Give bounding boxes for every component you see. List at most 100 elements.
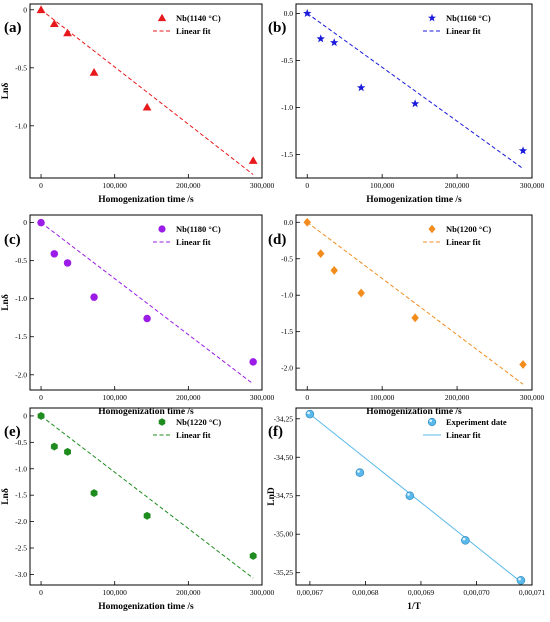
x-tick-label: 300,000 — [520, 393, 545, 402]
data-point — [355, 468, 365, 477]
y-tick-label: -34,25 — [274, 414, 294, 423]
legend-series-label: Nb(1140 °C) — [176, 13, 221, 23]
data-point — [50, 250, 59, 258]
data-point — [49, 19, 59, 28]
linear-fit-line — [309, 413, 522, 583]
panel-label: (a) — [4, 20, 22, 36]
y-tick-label: -34,50 — [274, 453, 294, 462]
legend-marker — [428, 224, 436, 234]
panel-b: 0 100,000 200,000 300,000 0.0 -0.5 -1.0 -1.5 Hom… — [268, 3, 545, 205]
y-tick-label: -2.0 — [15, 517, 27, 526]
x-tick-label: 300,000 — [520, 181, 545, 190]
plot-frame — [295, 407, 533, 586]
data-point — [316, 34, 325, 43]
y-axis-label: LnD — [267, 487, 277, 506]
panel-label: (d) — [268, 232, 286, 248]
legend-fit-label: Linear fit — [176, 26, 211, 36]
y-tick-label: -34,75 — [274, 491, 294, 500]
y-tick-label: -1.5 — [15, 332, 27, 341]
panel-f: 0,00,067 0,00,068 0,00,069 0,00,070 0,00,071… — [267, 407, 545, 612]
x-tick-label: 0,00,069 — [408, 588, 435, 597]
x-tick-label: 0 — [39, 181, 43, 190]
linear-fit-line — [40, 9, 254, 175]
x-axis-label: Homogenization time /s — [366, 195, 462, 205]
x-tick-label: 100,000 — [370, 181, 395, 190]
data-point — [303, 217, 311, 227]
legend-series-label: Nb(1200 °C) — [446, 224, 491, 234]
y-tick-label: -3.0 — [15, 570, 27, 579]
panel-e: 0 100,000 200,000 300,000 0 -0.5 -1.0 -1.5 -2.0 -… — [1, 407, 275, 612]
plot-frame — [295, 3, 533, 179]
x-tick-label: 0 — [39, 588, 43, 597]
y-tick-label: -1.5 — [15, 491, 27, 500]
data-point — [519, 360, 527, 369]
y-tick-label: -1.0 — [15, 464, 27, 473]
x-tick-label: 0 — [305, 181, 309, 190]
x-axis-label: Homogenization time /s — [98, 195, 194, 205]
y-tick-label: -0.5 — [15, 256, 27, 265]
y-tick-label: -1.0 — [281, 291, 293, 300]
data-point — [357, 288, 365, 298]
x-tick-label: 200,000 — [176, 393, 201, 402]
legend-marker — [157, 13, 167, 22]
y-tick-label: 0 — [23, 411, 27, 420]
linear-fit-line — [306, 221, 524, 385]
x-tick-label: 200,000 — [176, 588, 201, 597]
legend-fit-label: Linear fit — [176, 237, 211, 247]
legend-series-label: Nb(1180 °C) — [176, 224, 221, 234]
data-point — [37, 411, 45, 420]
panel-label: (e) — [4, 424, 21, 440]
data-point — [37, 218, 45, 227]
data-point — [249, 551, 257, 560]
y-axis-label: Lnδ — [1, 83, 11, 100]
plot-frame — [295, 214, 533, 391]
panel-a: 0 100,000 200,000 300,000 0 -0.5 -1.0 Homogeniz… — [1, 3, 274, 205]
data-point — [330, 266, 338, 275]
y-tick-label: -2.0 — [15, 370, 27, 379]
y-tick-label: -0.5 — [281, 56, 293, 65]
x-tick-label: 100,000 — [103, 393, 128, 402]
y-tick-label: -35,00 — [274, 530, 294, 539]
y-tick-label: -1.0 — [15, 294, 27, 303]
x-tick-label: 0,00,067 — [297, 588, 324, 597]
data-point — [330, 38, 339, 47]
x-tick-label: 0,00,070 — [463, 588, 490, 597]
x-tick-label: 100,000 — [103, 588, 128, 597]
y-tick-label: 0 — [23, 218, 27, 227]
data-point — [516, 576, 526, 585]
data-point — [357, 83, 366, 92]
data-point — [248, 156, 258, 164]
y-axis-label: Lnδ — [1, 294, 11, 311]
y-tick-label: -1.5 — [281, 327, 293, 336]
legend-series-label: Experiment date — [446, 417, 507, 427]
plot-frame — [29, 407, 263, 586]
panel-label: (f) — [268, 424, 283, 440]
x-axis-label: Homogenization time /s — [98, 407, 194, 417]
x-tick-label: 200,000 — [176, 181, 201, 190]
panel-label: (b) — [268, 20, 286, 36]
legend-fit-label: Linear fit — [446, 430, 481, 440]
data-point — [518, 146, 528, 155]
data-point — [90, 293, 98, 301]
data-point — [249, 358, 257, 366]
y-tick-label: 0.0 — [284, 218, 294, 227]
data-point — [316, 249, 325, 259]
panel-c: 0 100,000 200,000 300,000 0 -0.5 -1.0 -1.5 -2.0 H… — [1, 214, 274, 417]
y-axis-label: Lnδ — [1, 488, 11, 505]
y-tick-label: 0 — [23, 5, 27, 14]
legend-marker — [427, 417, 437, 427]
x-axis-label: 1/T — [407, 602, 421, 612]
y-tick-label: -1.0 — [15, 121, 27, 130]
data-point — [405, 491, 415, 500]
x-tick-label: 0 — [305, 393, 309, 402]
data-point — [305, 409, 315, 419]
panel-d: 0 100,000 200,000 300,000 0.0 -0.5 -1.0 -1.5 -2.… — [268, 214, 545, 417]
legend-series-label: Nb(1220 °C) — [176, 417, 221, 427]
y-tick-label: -2.0 — [281, 364, 293, 373]
x-tick-label: 300,000 — [250, 588, 275, 597]
legend-series-label: Nb(1160 °C) — [446, 13, 491, 23]
data-point — [461, 536, 470, 545]
legend-marker — [158, 225, 166, 233]
x-tick-label: 100,000 — [370, 393, 395, 402]
plot-frame — [29, 3, 263, 179]
